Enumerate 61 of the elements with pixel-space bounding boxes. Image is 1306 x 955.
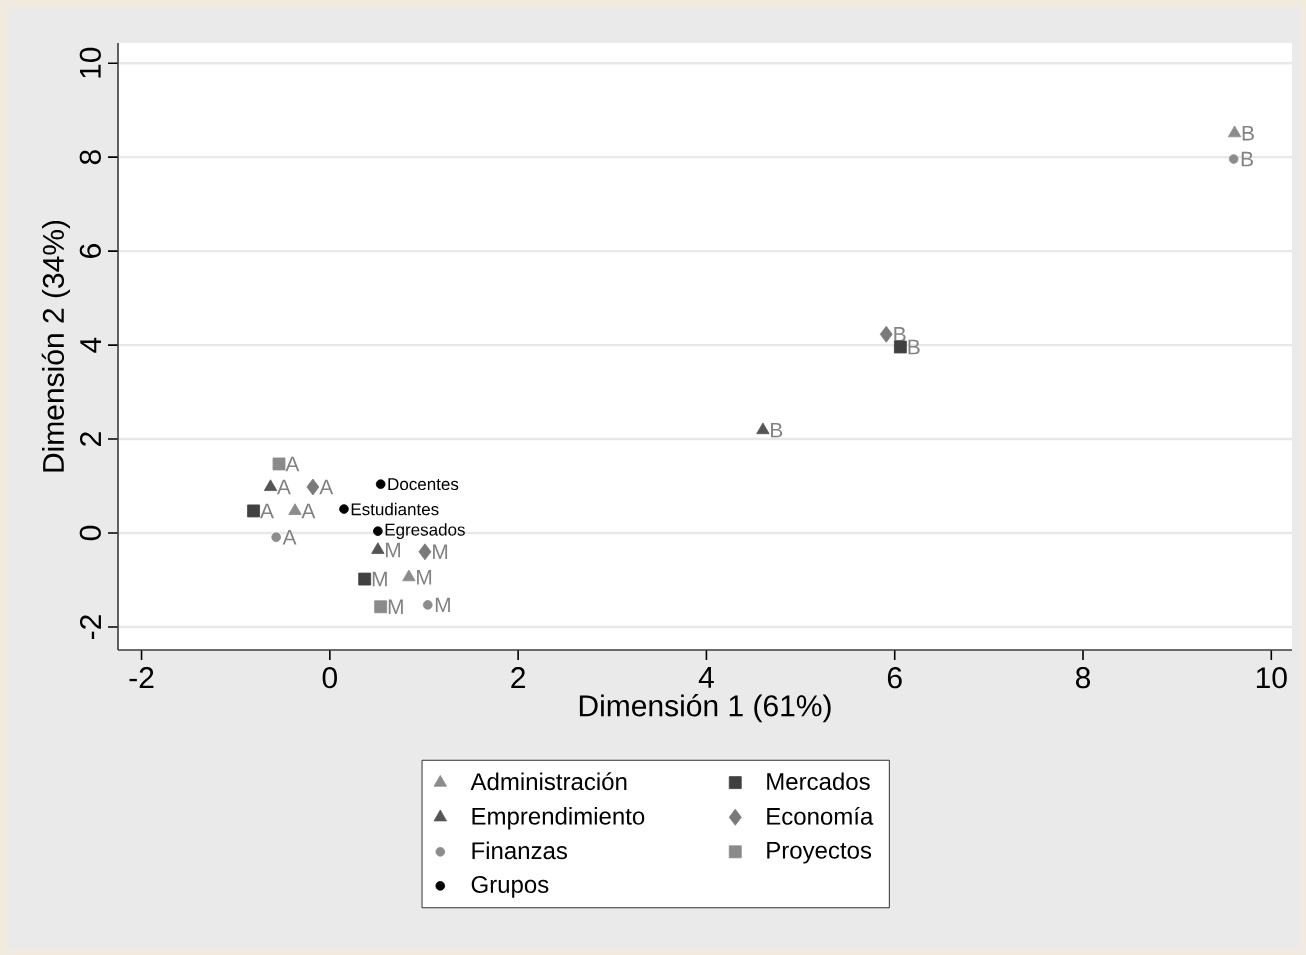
point: [358, 572, 372, 586]
point: [756, 422, 770, 435]
data-label: B: [1241, 151, 1253, 167]
point: [374, 600, 388, 614]
data-label: M: [385, 542, 400, 558]
x-tick-label: 2: [511, 667, 525, 689]
point: [339, 504, 349, 514]
point: [1227, 125, 1242, 138]
legend-label: Proyectos: [767, 842, 872, 864]
point: [263, 479, 278, 491]
data-label: B: [908, 339, 920, 355]
point: [247, 504, 260, 518]
point: [271, 532, 281, 543]
x-tick-label: 4: [698, 667, 714, 688]
data-label: Docentes: [388, 478, 459, 491]
point: [418, 543, 432, 561]
point: [288, 503, 302, 515]
data-label: M: [388, 599, 403, 614]
data-label: M: [372, 571, 387, 587]
legend-label: Administración: [470, 772, 627, 791]
data-label: Egresados: [385, 523, 465, 540]
point: [402, 569, 416, 582]
legend-label: Finanzas: [472, 841, 568, 860]
legend-label: Emprendimiento: [472, 807, 645, 830]
data-label: A: [301, 503, 316, 519]
data-label: M: [435, 597, 450, 613]
legend-label: Economía: [767, 806, 874, 825]
data-label: M: [433, 544, 448, 560]
data-label: A: [282, 530, 297, 545]
data-label: A: [276, 479, 291, 495]
x-tick-label: 8: [1075, 667, 1091, 689]
point: [373, 526, 383, 536]
x-tick-label: 10: [1256, 667, 1287, 689]
y-tick-label: -2: [79, 615, 101, 639]
y-tick-label: 4: [80, 337, 101, 353]
point: [306, 478, 320, 496]
point: [371, 542, 385, 554]
data-label: A: [260, 503, 274, 519]
y-axis-title: Dimensión 2 (34%): [41, 220, 70, 472]
y-tick-label: 8: [79, 150, 101, 165]
data-label: A: [285, 456, 300, 472]
y-tick-label: 10: [79, 47, 101, 78]
x-tick-label: -2: [129, 667, 154, 689]
legend-label: Mercados: [767, 772, 870, 791]
x-tick-label: 6: [887, 667, 902, 689]
point: [1228, 154, 1239, 164]
data-label: M: [417, 569, 432, 585]
point: [375, 479, 386, 489]
y-tick-label: 2: [79, 432, 101, 446]
y-tick-label: 6: [79, 244, 101, 258]
point: [879, 325, 893, 343]
data-label: A: [319, 479, 334, 495]
point: [272, 457, 286, 471]
point: [422, 600, 433, 610]
y-tick-label: 0: [79, 525, 101, 541]
data-label: B: [771, 422, 783, 438]
legend-label: Grupos: [471, 876, 549, 898]
x-axis-title: Dimensión 1 (61%): [579, 694, 831, 723]
x-tick-label: 0: [322, 667, 337, 689]
data-label: Estudiantes: [351, 502, 439, 516]
data-label: B: [1242, 126, 1254, 141]
